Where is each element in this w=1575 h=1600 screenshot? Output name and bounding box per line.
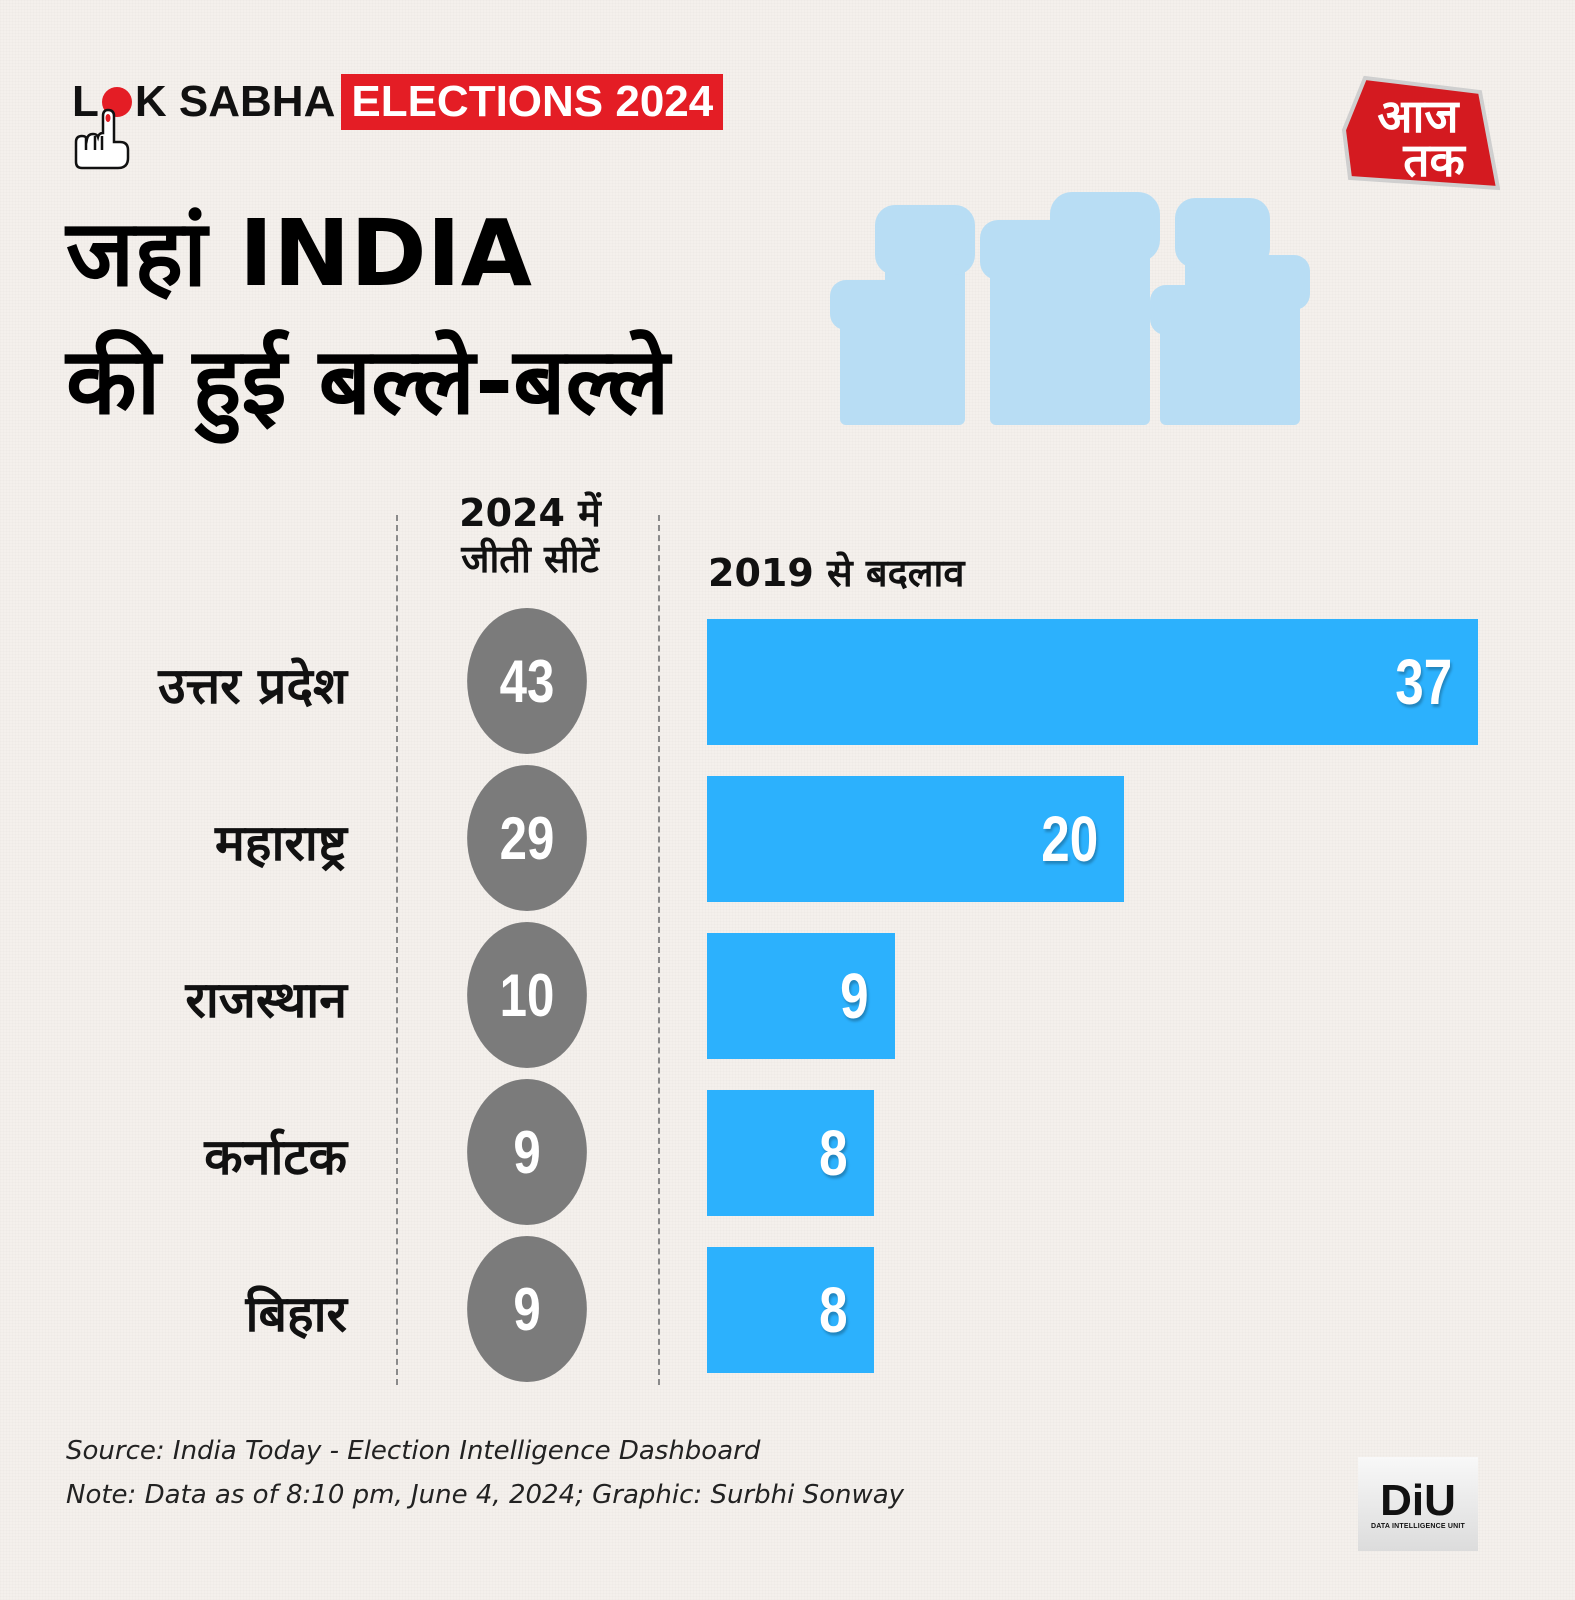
change-bar: 8 bbox=[707, 1090, 874, 1216]
headline-line-1: जहां INDIA bbox=[66, 200, 532, 307]
logo-text-tak: तक bbox=[1402, 133, 1466, 187]
change-bar-label: 37 bbox=[1395, 646, 1452, 718]
seats-2024-column-header: 2024 में जीती सीटें bbox=[430, 490, 630, 582]
change-bar-label: 9 bbox=[840, 960, 869, 1032]
voting-finger-icon bbox=[74, 108, 130, 170]
data-note: Note: Data as of 8:10 pm, June 4, 2024; … bbox=[66, 1480, 905, 1510]
aaj-tak-logo: आज तक bbox=[1341, 75, 1500, 191]
diu-logo-text: DiU bbox=[1380, 1475, 1456, 1525]
dashed-divider bbox=[396, 515, 398, 1385]
seats-2024-circle: 9 bbox=[467, 1236, 587, 1382]
headline-line-2: की हुई बल्ले-बल्ले bbox=[66, 328, 670, 435]
change-bar-label: 20 bbox=[1040, 803, 1098, 875]
diu-logo: DiU DATA INTELLIGENCE UNIT bbox=[1358, 1457, 1478, 1551]
fist-icon bbox=[1150, 285, 1230, 425]
lok-sabha-wordmark: L K SABHA bbox=[72, 77, 335, 127]
fist-icon bbox=[1050, 192, 1160, 425]
state-label: कर्नाटक bbox=[204, 1128, 347, 1186]
change-since-2019-column-header: 2019 से बदलाव bbox=[708, 551, 965, 595]
state-label: बिहार bbox=[245, 1285, 347, 1343]
seats-2024-circle: 29 bbox=[467, 765, 587, 911]
seats-2024-circle: 43 bbox=[467, 608, 587, 754]
change-bar-label: 8 bbox=[819, 1274, 848, 1346]
brand-letter-l: L bbox=[72, 77, 99, 126]
seats-header-line-1: 2024 में bbox=[459, 491, 601, 535]
fist-icon bbox=[875, 205, 975, 425]
change-bar: 37 bbox=[707, 619, 1478, 745]
state-label: उत्तर प्रदेश bbox=[158, 657, 347, 715]
source-note: Source: India Today - Election Intellige… bbox=[66, 1436, 761, 1466]
seats-header-line-2: जीती सीटें bbox=[461, 537, 599, 581]
seats-2024-circle: 9 bbox=[467, 1079, 587, 1225]
elections-2024-badge: ELECTIONS 2024 bbox=[341, 74, 724, 130]
change-bar-label: 8 bbox=[819, 1117, 848, 1189]
fist-icon bbox=[1230, 255, 1310, 425]
state-label: राजस्थान bbox=[185, 971, 347, 1029]
change-bar: 20 bbox=[707, 776, 1124, 902]
fist-icon bbox=[990, 275, 1070, 425]
change-bar: 9 bbox=[707, 933, 895, 1059]
dashed-divider bbox=[658, 515, 660, 1385]
seats-2024-circle: 10 bbox=[467, 922, 587, 1068]
lok-sabha-elections-brand: L K SABHA ELECTIONS 2024 bbox=[72, 74, 724, 130]
change-bar: 8 bbox=[707, 1247, 874, 1373]
state-label: महाराष्ट्र bbox=[215, 814, 347, 872]
headline: जहां INDIA की हुई बल्ले-बल्ले bbox=[66, 190, 670, 446]
logo-text-aaj: आज bbox=[1377, 89, 1460, 143]
raised-fists-illustration bbox=[830, 192, 1310, 425]
brand-lok-sabha-text: K SABHA bbox=[134, 77, 336, 126]
diu-logo-subtitle: DATA INTELLIGENCE UNIT bbox=[1370, 1522, 1466, 1530]
